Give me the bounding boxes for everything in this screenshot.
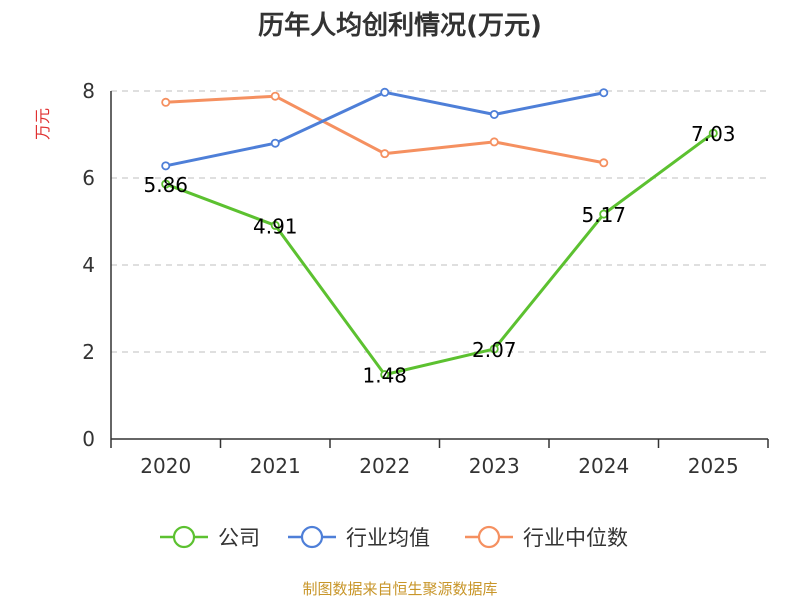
- legend-label: 行业均值: [346, 526, 430, 550]
- y-tick-label: 0: [82, 427, 95, 451]
- data-label: 5.86: [143, 173, 188, 197]
- data-label: 2.07: [472, 338, 517, 362]
- y-tick-label: 4: [82, 253, 95, 277]
- data-point: [270, 91, 280, 101]
- data-point: [161, 161, 171, 171]
- y-tick-label: 6: [82, 166, 95, 190]
- chart-title: 历年人均创利情况(万元): [258, 10, 542, 41]
- legend-swatch-marker: [300, 525, 324, 549]
- data-point: [599, 88, 609, 98]
- legend-swatch-marker: [477, 525, 501, 549]
- y-axis-label: 万元: [33, 108, 52, 140]
- axes: 0 2 4 6 8 2020 2021 2022 2023 2024 2025: [82, 79, 769, 478]
- y-tick-label: 8: [82, 79, 95, 103]
- data-point: [380, 149, 390, 159]
- legend-label: 公司: [218, 526, 260, 550]
- legend-label: 行业中位数: [523, 526, 628, 550]
- x-tick-label: 2022: [359, 454, 410, 478]
- x-tick-label: 2020: [140, 454, 191, 478]
- grid-lines: [111, 90, 768, 353]
- legend: 公司 行业均值 行业中位数: [160, 525, 628, 550]
- x-tick-label: 2025: [688, 454, 739, 478]
- series-lines: [161, 87, 718, 380]
- data-point: [161, 97, 171, 107]
- x-tick-label: 2024: [578, 454, 629, 478]
- data-point: [599, 158, 609, 168]
- data-point: [161, 179, 171, 189]
- data-label: 1.48: [362, 364, 407, 388]
- data-point: [380, 370, 390, 380]
- data-point: [380, 87, 390, 97]
- data-point: [270, 138, 280, 148]
- x-tick-label: 2021: [250, 454, 301, 478]
- data-label: 7.03: [691, 122, 736, 146]
- data-point: [489, 344, 499, 354]
- legend-swatch-marker: [172, 525, 196, 549]
- data-labels: 5.86 4.91 1.48 2.07 5.17 7.03: [143, 122, 735, 387]
- source-note: 制图数据来自恒生聚源数据库: [302, 580, 497, 598]
- series-line-0: [165, 131, 715, 377]
- data-point: [270, 220, 280, 230]
- data-label: 4.91: [253, 214, 298, 238]
- data-point: [599, 209, 609, 219]
- x-tick-label: 2023: [469, 454, 520, 478]
- y-tick-label: 2: [82, 340, 95, 364]
- data-point: [489, 137, 499, 147]
- data-point: [489, 109, 499, 119]
- data-point: [708, 128, 718, 138]
- data-label: 5.17: [581, 203, 626, 227]
